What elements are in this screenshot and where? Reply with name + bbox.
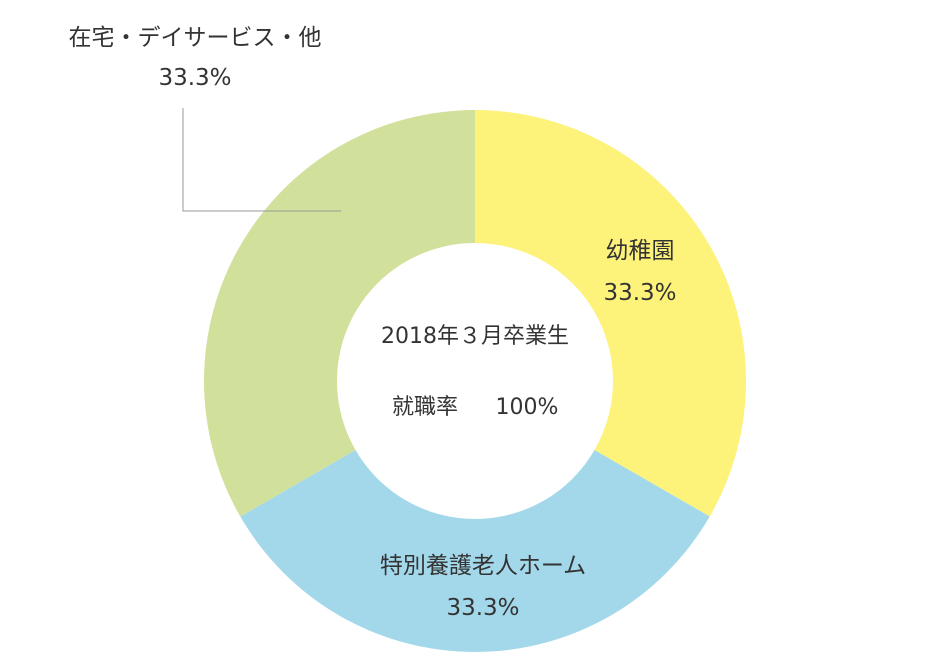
leader-line	[182, 108, 341, 212]
slice-label-value-1: 33.3%	[446, 595, 519, 621]
center-rate-label: 就職率	[392, 395, 458, 420]
slices-group	[203, 110, 746, 652]
center-rate-value: 100%	[496, 395, 559, 420]
donut-slice-2	[203, 110, 475, 517]
slice-label-value-0: 33.3%	[603, 280, 676, 306]
center-title: 2018年３月卒業生	[381, 324, 569, 349]
donut-slice-0	[475, 110, 746, 517]
slice-label-name-2: 在宅・デイサービス・他	[69, 25, 322, 51]
slice-label-name-0: 幼稚園	[606, 238, 675, 264]
slice-label-name-1: 特別養護老人ホーム	[380, 553, 586, 579]
donut-slice-1	[240, 450, 710, 652]
slice-label-value-2: 33.3%	[158, 65, 231, 91]
